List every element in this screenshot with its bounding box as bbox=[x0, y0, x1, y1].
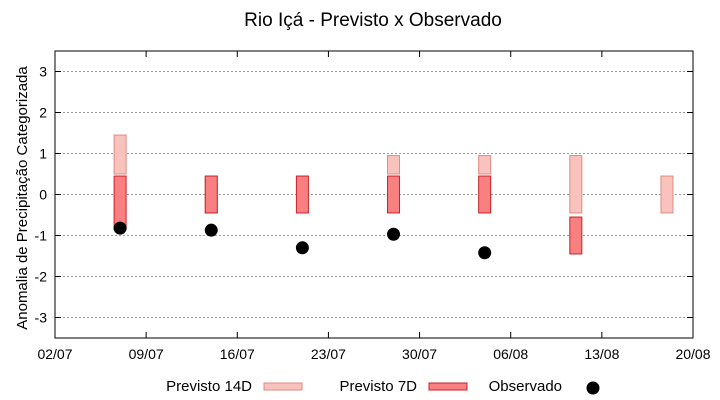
observed-point bbox=[204, 223, 218, 237]
range-bar bbox=[478, 155, 492, 175]
y-axis: 3 2 1 0 -1 -2 -3 bbox=[35, 64, 693, 326]
range-bar bbox=[387, 155, 401, 175]
legend: Previsto 14D Previsto 7D Observado bbox=[166, 378, 600, 395]
x-tick-label: 16/07 bbox=[220, 346, 255, 362]
legend-swatch bbox=[428, 382, 468, 391]
x-tick-label: 13/08 bbox=[584, 346, 619, 362]
x-tick-label: 20/08 bbox=[675, 346, 710, 362]
range-bar bbox=[295, 175, 309, 214]
legend-label: Previsto 14D bbox=[166, 378, 252, 395]
y-tick-label: -2 bbox=[35, 269, 48, 285]
x-tick-label: 02/07 bbox=[37, 346, 72, 362]
range-bar bbox=[569, 155, 583, 214]
y-tick-label: -3 bbox=[35, 310, 48, 326]
series-marks bbox=[113, 134, 674, 260]
y-tick-label: 2 bbox=[39, 105, 47, 121]
observed-point bbox=[387, 227, 401, 241]
range-bar bbox=[204, 175, 218, 214]
x-tick-label: 23/07 bbox=[311, 346, 346, 362]
y-tick-label: 1 bbox=[39, 146, 47, 162]
y-tick-label: -1 bbox=[35, 228, 48, 244]
y-tick-label: 0 bbox=[39, 187, 47, 203]
legend-marker bbox=[586, 381, 600, 395]
y-axis-label: Anomalia de Precipitação Categorizada bbox=[14, 66, 31, 330]
x-tick-label: 09/07 bbox=[129, 346, 164, 362]
x-tick-label: 06/08 bbox=[493, 346, 528, 362]
range-bar bbox=[478, 175, 492, 214]
legend-label: Observado bbox=[489, 378, 562, 395]
observed-point bbox=[478, 246, 492, 260]
range-bar bbox=[660, 175, 674, 214]
range-bar bbox=[113, 134, 127, 175]
chart-title: Rio Içá - Previsto x Observado bbox=[244, 10, 502, 31]
range-bar bbox=[387, 175, 401, 214]
y-tick-label: 3 bbox=[39, 64, 47, 80]
x-axis: 02/07 09/07 16/07 23/07 30/07 06/08 13/08 20/08 bbox=[37, 51, 711, 362]
grid-lines bbox=[55, 71, 693, 318]
plot-frame bbox=[54, 50, 694, 339]
observed-point bbox=[113, 221, 127, 235]
range-bar bbox=[569, 216, 583, 255]
x-tick-label: 30/07 bbox=[402, 346, 437, 362]
legend-swatch bbox=[263, 382, 303, 391]
range-bar bbox=[113, 175, 127, 230]
legend-label: Previsto 7D bbox=[339, 378, 417, 395]
observed-point bbox=[295, 241, 309, 255]
